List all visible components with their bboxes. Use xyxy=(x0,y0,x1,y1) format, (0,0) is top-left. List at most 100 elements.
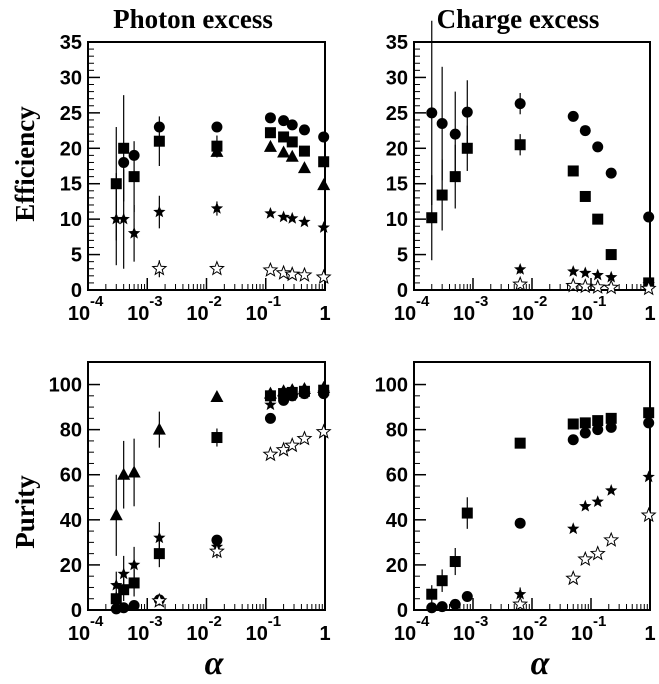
data-point-open-star xyxy=(565,569,582,586)
data-point-circle xyxy=(264,112,276,124)
y-tick-label: 30 xyxy=(386,67,408,89)
data-point-triangle xyxy=(210,389,224,402)
data-point-circle xyxy=(605,167,617,179)
x-tick-label-base: 10 xyxy=(246,303,268,325)
data-point-filled-star xyxy=(298,215,311,228)
x-tick-label-base: 10 xyxy=(512,623,534,645)
x-tick-label-base: 10 xyxy=(186,303,208,325)
data-point-open-star xyxy=(512,596,529,612)
data-point-triangle xyxy=(285,149,299,162)
x-tick-label-exponent: -2 xyxy=(209,293,222,310)
data-point-square xyxy=(567,165,579,177)
series-triangle xyxy=(109,380,331,556)
series-filled-star xyxy=(110,169,330,269)
data-point-triangle xyxy=(263,386,277,399)
data-point-open-star xyxy=(151,592,168,608)
x-tick-label-base: 10 xyxy=(453,623,475,645)
x-tick-label-base: 10 xyxy=(68,623,90,645)
data-point-filled-star xyxy=(605,484,618,496)
data-point-filled-star xyxy=(579,266,592,279)
data-point-triangle xyxy=(109,508,123,521)
data-point-circle xyxy=(211,121,223,133)
data-point-filled-star xyxy=(605,270,618,283)
data-point-open-star xyxy=(577,278,594,294)
y-tick-label: 80 xyxy=(386,420,408,442)
series-square xyxy=(110,95,330,241)
data-point-filled-star xyxy=(117,567,130,580)
x-tick-label-exponent: -1 xyxy=(593,293,606,310)
data-point-circle xyxy=(426,107,438,119)
y-tick-label: 20 xyxy=(386,138,408,160)
x-tick-label-exponent: -3 xyxy=(475,293,488,310)
data-point-circle xyxy=(567,434,579,446)
data-point-open-star xyxy=(603,531,620,547)
series-square xyxy=(426,407,655,604)
data-point-filled-star xyxy=(286,389,299,402)
data-point-circle xyxy=(605,421,617,433)
y-tick-label: 35 xyxy=(60,32,82,54)
data-point-circle xyxy=(449,128,461,140)
data-point-open-star xyxy=(565,277,582,293)
y-tick-label: 15 xyxy=(386,174,408,196)
x-tick-label-base: 10 xyxy=(246,623,268,645)
data-point-filled-star xyxy=(264,398,277,411)
data-point-circle xyxy=(567,110,579,122)
x-tick-label-exponent: -4 xyxy=(90,613,104,630)
y-tick-label: 40 xyxy=(386,510,408,532)
x-tick-label-base: 10 xyxy=(571,303,593,325)
y-tick-label: 20 xyxy=(60,555,82,577)
x-tick-label-base: 10 xyxy=(453,303,475,325)
data-point-circle xyxy=(592,424,604,436)
y-tick-label: 5 xyxy=(397,245,408,267)
data-point-filled-star xyxy=(286,211,299,224)
x-tick-label-base: 1 xyxy=(319,303,330,325)
data-point-open-star xyxy=(262,261,279,277)
x-tick-label-exponent: -2 xyxy=(534,613,547,630)
data-point-square xyxy=(449,171,461,183)
data-point-square xyxy=(579,190,591,202)
series-square xyxy=(426,125,655,289)
x-tick-label-exponent: -1 xyxy=(268,293,281,310)
data-point-filled-star xyxy=(117,212,130,225)
data-point-open-star xyxy=(315,423,332,439)
series-filled-star xyxy=(110,385,330,599)
data-point-square xyxy=(579,417,591,429)
x-tick-label-exponent: -3 xyxy=(149,613,162,630)
x-tick-label-base: 1 xyxy=(644,623,655,645)
data-point-circle xyxy=(643,211,655,223)
data-point-open-star xyxy=(640,280,657,296)
data-point-circle xyxy=(592,141,604,153)
x-tick-label-exponent: -1 xyxy=(593,613,606,630)
x-tick-label-exponent: -1 xyxy=(268,613,281,630)
x-tick-label-base: 10 xyxy=(127,623,149,645)
data-point-open-star xyxy=(296,266,313,282)
data-point-square xyxy=(298,145,310,157)
x-tick-label-base: 10 xyxy=(512,303,534,325)
x-tick-label-base: 1 xyxy=(319,623,330,645)
data-point-circle xyxy=(128,599,140,611)
series-open-star xyxy=(151,423,332,608)
data-point-square xyxy=(592,415,604,427)
data-point-open-star xyxy=(151,260,168,276)
data-point-filled-star xyxy=(567,522,580,535)
data-point-filled-star xyxy=(591,268,604,281)
data-point-square xyxy=(605,249,617,261)
data-point-open-star xyxy=(577,550,594,567)
data-point-filled-star xyxy=(127,558,141,571)
y-tick-label: 35 xyxy=(386,32,408,54)
y-tick-label: 60 xyxy=(386,465,408,487)
data-point-square xyxy=(514,437,526,449)
plot-frame xyxy=(413,361,651,611)
data-point-circle xyxy=(461,590,473,602)
data-point-square xyxy=(567,418,579,430)
data-point-open-star xyxy=(640,506,657,523)
data-point-triangle xyxy=(152,422,166,435)
data-point-filled-star xyxy=(153,205,166,218)
data-point-circle xyxy=(579,125,591,137)
series-square xyxy=(110,384,330,606)
data-point-filled-star xyxy=(591,495,604,507)
data-point-filled-star xyxy=(317,385,330,398)
data-point-square xyxy=(426,212,438,224)
